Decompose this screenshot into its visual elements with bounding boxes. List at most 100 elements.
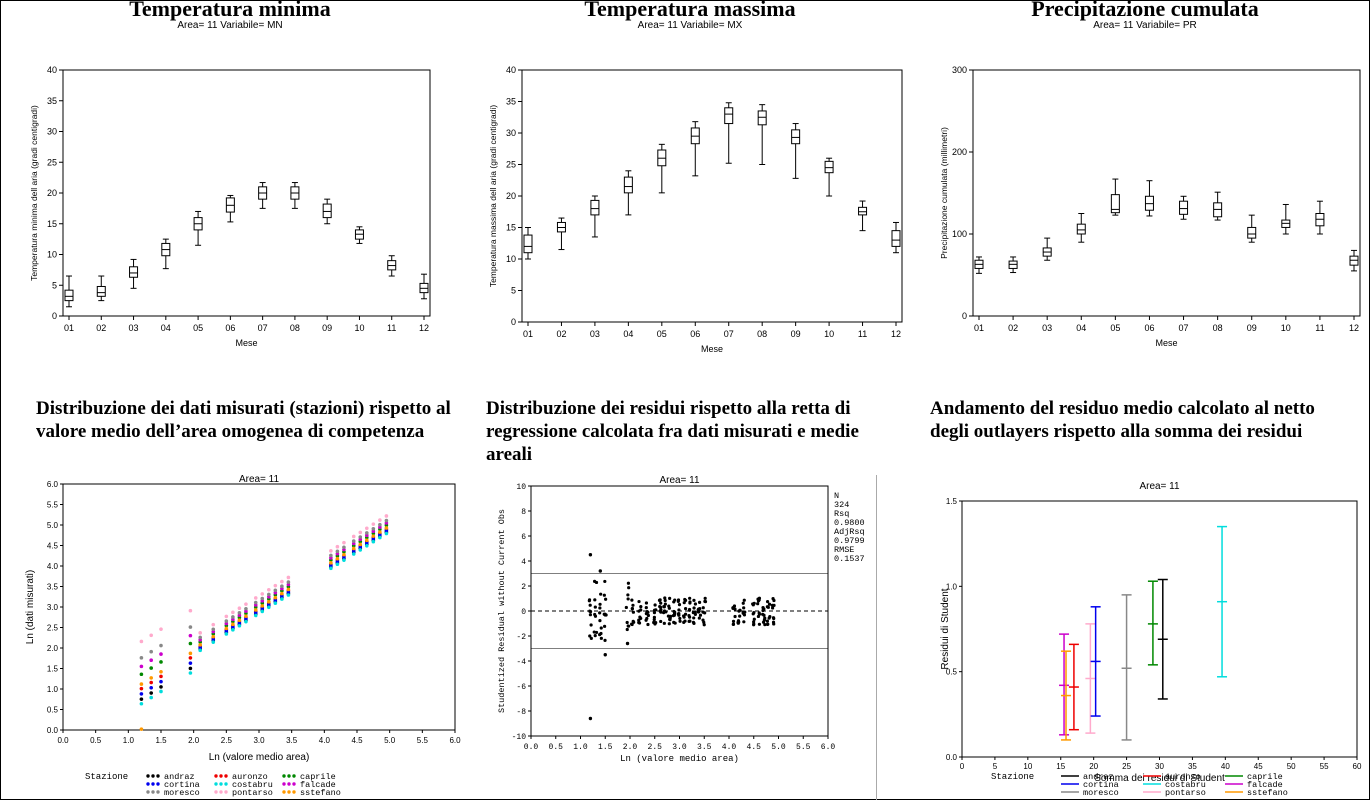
data-point	[677, 613, 681, 617]
data-point	[244, 619, 248, 624]
data-point	[751, 603, 755, 607]
y-axis-label: Studentized Residual without Current Obs	[497, 509, 507, 713]
legend-marker	[224, 774, 228, 778]
data-point	[589, 623, 593, 627]
box	[96, 285, 106, 297]
box	[1076, 223, 1086, 235]
data-point	[637, 599, 641, 604]
data-point	[692, 621, 696, 625]
legend-label: andraz	[164, 772, 195, 782]
data-point	[335, 544, 340, 549]
data-point	[644, 601, 649, 605]
legend-marker	[151, 774, 155, 778]
data-point	[677, 603, 682, 607]
box	[1179, 200, 1189, 215]
data-point	[286, 587, 291, 592]
plot-frame	[62, 483, 456, 731]
data-point	[702, 623, 706, 627]
data-point	[260, 609, 265, 614]
data-point	[253, 608, 258, 612]
legend-marker	[214, 782, 218, 786]
data-point	[260, 604, 265, 608]
data-point	[697, 616, 701, 620]
data-point	[198, 631, 202, 635]
data-point	[589, 636, 593, 640]
data-point	[688, 600, 692, 604]
box	[129, 266, 139, 278]
x-tick-label: 2.0	[623, 743, 638, 752]
data-point	[139, 664, 144, 669]
data-point	[732, 604, 737, 608]
data-point	[761, 620, 766, 624]
y-tick-label: 3.5	[47, 583, 59, 592]
x-tick-label: 3.5	[697, 743, 712, 752]
means-subtitle: Area= 11	[1139, 481, 1180, 492]
legend-marker	[156, 782, 160, 786]
data-point	[588, 716, 593, 721]
data-point	[752, 610, 756, 615]
data-point	[371, 522, 376, 526]
legend-label: falcade	[1247, 780, 1283, 790]
legend-label: costabru	[232, 780, 273, 790]
data-point	[593, 612, 597, 617]
data-point	[770, 603, 774, 607]
data-point	[663, 602, 667, 606]
data-point	[673, 621, 677, 625]
x-tick-label: 04	[1076, 323, 1086, 333]
data-point	[662, 605, 666, 609]
data-point	[625, 620, 629, 625]
data-point	[351, 539, 356, 543]
box	[623, 176, 633, 194]
box	[757, 110, 767, 126]
x-tick-label: 11	[387, 323, 396, 333]
resid-chart: Area= 11 -10 -8 -6 -4 -2 0 2 4 6 8 10 0.0 0.5 1.0 1.5 2.…	[497, 475, 865, 764]
data-point	[244, 606, 248, 611]
x-axis-label: Mese	[235, 338, 257, 348]
plot-frame	[521, 69, 903, 323]
y-tick-label: 5.0	[47, 521, 59, 530]
data-point	[653, 622, 657, 626]
stat-text: RMSE	[834, 545, 854, 555]
stat-text: AdjRsq	[834, 527, 865, 537]
data-point	[765, 622, 770, 626]
data-point	[280, 594, 284, 599]
data-point	[342, 545, 346, 550]
data-point	[159, 674, 163, 679]
y-tick-label: 2	[521, 583, 526, 592]
data-point	[335, 562, 340, 567]
data-point	[149, 691, 153, 695]
data-point	[673, 598, 677, 602]
data-point	[678, 616, 682, 621]
data-point	[741, 611, 745, 615]
data-point	[688, 596, 692, 600]
x-tick-label: 08	[757, 329, 767, 339]
data-point	[358, 545, 363, 549]
y-tick-label: 10	[506, 254, 516, 264]
y-tick-label: -8	[516, 708, 526, 717]
data-point	[644, 618, 648, 622]
x-tick-label: 05	[1110, 323, 1120, 333]
x-tick-label: 4.0	[722, 743, 737, 752]
data-point	[358, 542, 363, 547]
legend-marker	[219, 774, 223, 778]
legend-marker	[287, 774, 291, 778]
x-tick-label: 09	[322, 323, 332, 333]
plot-frame	[972, 69, 1361, 317]
data-point	[139, 701, 144, 706]
data-point	[224, 619, 229, 623]
data-point	[627, 624, 631, 628]
x-tick-label: 40	[1221, 762, 1230, 771]
x-tick-label: 1.5	[598, 743, 613, 752]
data-point	[652, 611, 657, 615]
data-point	[280, 597, 284, 601]
x-tick-label: 0	[960, 762, 965, 771]
x-tick-label: 10	[354, 323, 364, 333]
x-tick-label: 45	[1254, 762, 1263, 771]
x-tick-label: 01	[974, 323, 984, 333]
y-tick-label: -4	[516, 658, 526, 667]
legend-label: sstefano	[1247, 788, 1288, 798]
x-tick-label: 60	[1353, 762, 1362, 771]
x-tick-label: 6.0	[821, 743, 836, 752]
data-point	[365, 526, 369, 531]
data-point	[198, 645, 202, 650]
